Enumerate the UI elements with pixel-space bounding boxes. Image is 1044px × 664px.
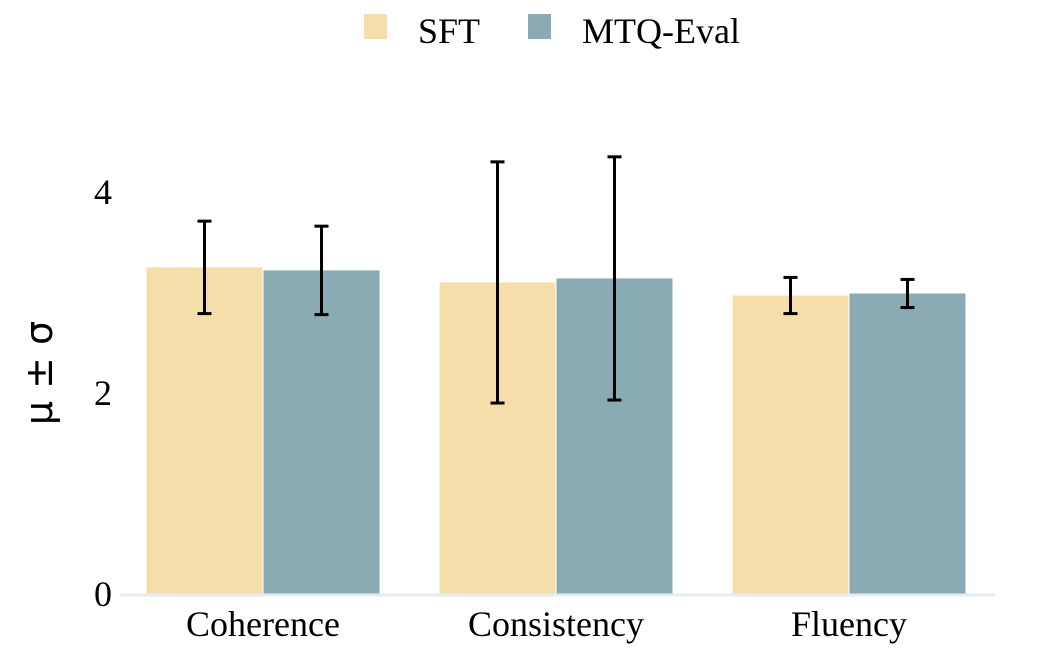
- error-bar: [783, 275, 798, 316]
- y-tick-label: 2: [94, 373, 112, 413]
- y-axis-title: μ ± σ: [17, 321, 61, 425]
- x-category-label: Coherence: [186, 604, 340, 644]
- x-axis-categories: Coherence Consistency Fluency: [186, 604, 907, 644]
- bar-fluency-sft: [732, 295, 849, 594]
- y-axis-ticks: 0 2 4: [94, 172, 112, 614]
- error-bar: [607, 155, 622, 402]
- error-bar: [900, 277, 915, 310]
- y-tick-label: 0: [94, 574, 112, 614]
- legend-swatch-mtq-eval: [528, 14, 551, 39]
- bar-fluency-mtq-eval: [849, 293, 966, 594]
- legend-label: SFT: [418, 11, 480, 51]
- error-bar: [490, 160, 505, 405]
- bars: [146, 267, 966, 594]
- x-category-label: Consistency: [468, 604, 644, 644]
- bar-coherence-sft: [146, 267, 263, 594]
- legend: SFT MTQ-Eval: [364, 11, 740, 51]
- y-tick-label: 4: [94, 172, 112, 212]
- legend-label: MTQ-Eval: [582, 11, 740, 51]
- error-bar: [314, 224, 329, 317]
- x-category-label: Fluency: [791, 604, 907, 644]
- legend-swatch-sft: [364, 14, 387, 39]
- error-bars: [197, 155, 915, 405]
- error-bar: [197, 219, 212, 316]
- bar-coherence-mtq-eval: [263, 270, 380, 594]
